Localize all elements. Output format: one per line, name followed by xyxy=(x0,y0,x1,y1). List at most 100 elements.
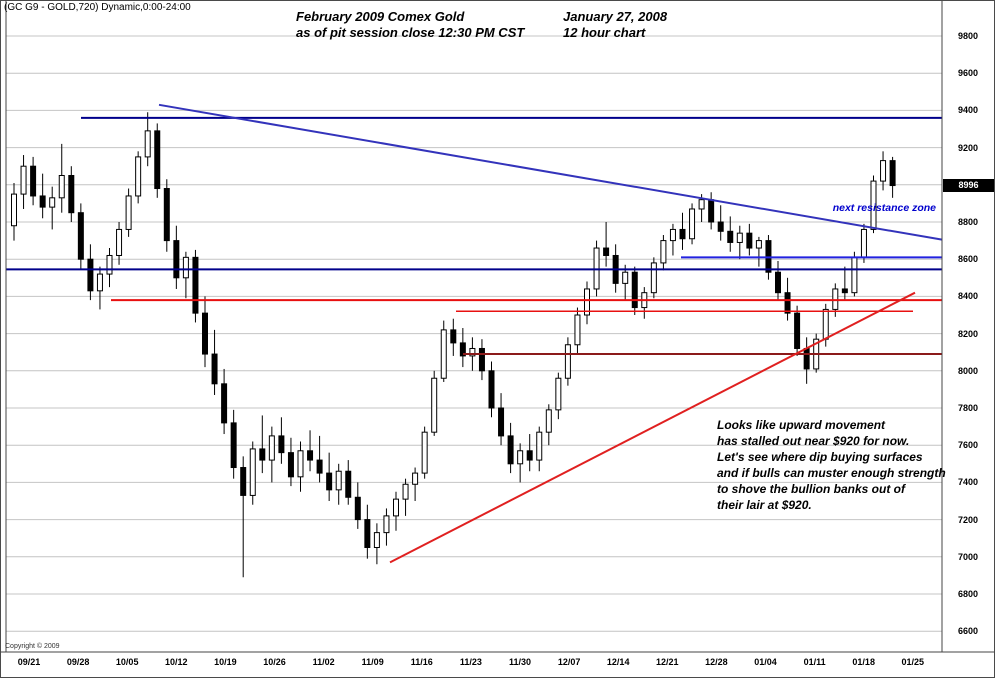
candle-body xyxy=(11,193,17,227)
candle-body xyxy=(68,175,75,214)
x-axis-label: 12/28 xyxy=(705,657,728,667)
y-axis-label: 7000 xyxy=(957,551,979,562)
candle-body xyxy=(488,370,495,409)
text-line: 12 hour chart xyxy=(563,25,646,40)
candle-body xyxy=(803,347,810,370)
y-axis-label: 7200 xyxy=(957,514,979,525)
candle-body xyxy=(96,273,103,292)
x-axis-label: 11/16 xyxy=(410,657,433,667)
candle-body xyxy=(364,519,371,548)
candle-body xyxy=(259,448,266,461)
candle-body xyxy=(870,180,877,230)
text-line: Looks like upward movement xyxy=(717,418,886,432)
candle-body xyxy=(30,165,37,197)
candle-body xyxy=(889,160,896,187)
candle-body xyxy=(39,195,46,208)
x-axis-label: 01/25 xyxy=(901,657,925,667)
candle-body xyxy=(526,450,533,461)
candle-body xyxy=(841,288,848,294)
candle-body xyxy=(58,175,65,199)
candle-body xyxy=(755,240,762,249)
candle-body xyxy=(354,496,361,521)
text-line: February 2009 Comex Gold xyxy=(296,9,465,24)
candle-body xyxy=(450,329,457,344)
candle-body xyxy=(555,377,562,411)
candle-body xyxy=(689,208,696,240)
candle-body xyxy=(536,431,543,461)
candle-body xyxy=(708,199,715,223)
descending-resistance-trendline xyxy=(158,103,943,241)
x-axis-label: 10/26 xyxy=(263,657,286,667)
x-axis-label: 09/21 xyxy=(17,657,41,667)
y-axis-label: 6600 xyxy=(957,626,979,637)
candle-body xyxy=(307,450,314,461)
y-axis-label: 8600 xyxy=(957,254,979,265)
x-axis-label: 01/11 xyxy=(803,657,826,667)
candle-body xyxy=(77,212,84,260)
candle-body xyxy=(373,532,380,548)
symbol-titlebar: (GC G9 - GOLD,720) Dynamic,0:00-24:00 xyxy=(4,2,191,13)
candle-body xyxy=(603,247,610,256)
candle-body xyxy=(87,258,94,292)
candle-body xyxy=(202,312,208,355)
candle-body xyxy=(49,197,56,208)
x-axis-label: 12/07 xyxy=(557,657,581,667)
candle-body xyxy=(650,262,657,294)
candle-body xyxy=(822,308,829,340)
candle-body xyxy=(345,470,352,498)
candle-body xyxy=(469,347,476,357)
candle-body xyxy=(880,160,887,182)
copyright-label: Copyright © 2009 xyxy=(5,643,60,650)
chart-title: February 2009 Comex Gold as of pit sessio… xyxy=(296,9,524,41)
candle-body xyxy=(154,130,161,190)
candle-body xyxy=(746,232,753,249)
y-axis-label: 8400 xyxy=(957,291,979,302)
candle-body xyxy=(717,221,724,232)
candle-body xyxy=(794,312,801,349)
candle-body xyxy=(574,314,581,346)
candle-body xyxy=(775,271,781,294)
candle-body xyxy=(660,240,667,264)
last-price-badge: 8996 xyxy=(943,178,994,192)
chart-date-label: January 27, 2008 12 hour chart xyxy=(563,9,667,41)
candle-body xyxy=(507,435,514,465)
candle-body xyxy=(383,515,390,534)
ascending-support-trendline xyxy=(389,291,916,564)
candle-body xyxy=(727,230,734,243)
x-axis-label: 11/09 xyxy=(361,657,384,667)
candle-body xyxy=(163,188,170,242)
candle-body xyxy=(631,271,638,309)
candle-body xyxy=(478,347,485,372)
candle-body xyxy=(106,254,113,275)
candle-body xyxy=(221,383,228,424)
candle-body xyxy=(669,228,676,242)
candle-body xyxy=(173,240,180,279)
candle-body xyxy=(851,256,858,294)
text-line: as of pit session close 12:30 PM CST xyxy=(296,25,525,40)
candle-body xyxy=(20,165,27,195)
x-axis-label: 11/30 xyxy=(508,657,532,667)
text-line: and if bulls can muster enough strength xyxy=(717,466,946,480)
candle-body xyxy=(440,329,447,379)
commentary-annotation: Looks like upward movement has stalled ou… xyxy=(717,417,946,513)
candle-body xyxy=(297,450,304,478)
candle-body xyxy=(278,435,285,454)
resistance-zone-label: next resistance zone xyxy=(832,202,936,214)
text-line: January 27, 2008 xyxy=(563,9,668,24)
candle-body xyxy=(182,256,189,279)
x-axis-label: 01/18 xyxy=(852,657,875,667)
x-axis-label: 10/05 xyxy=(115,657,139,667)
y-axis-label: 8200 xyxy=(957,328,979,339)
candle-body xyxy=(335,470,342,491)
x-axis-label: 10/19 xyxy=(214,657,237,667)
candle-body xyxy=(412,472,419,485)
candle-body xyxy=(517,450,524,465)
candle-body xyxy=(249,448,256,496)
y-axis-label: 6800 xyxy=(957,589,979,599)
candle-body xyxy=(860,228,867,258)
candle-body xyxy=(268,435,275,461)
text-line: to shove the bullion banks out of xyxy=(717,482,905,496)
candle-body xyxy=(287,452,294,478)
